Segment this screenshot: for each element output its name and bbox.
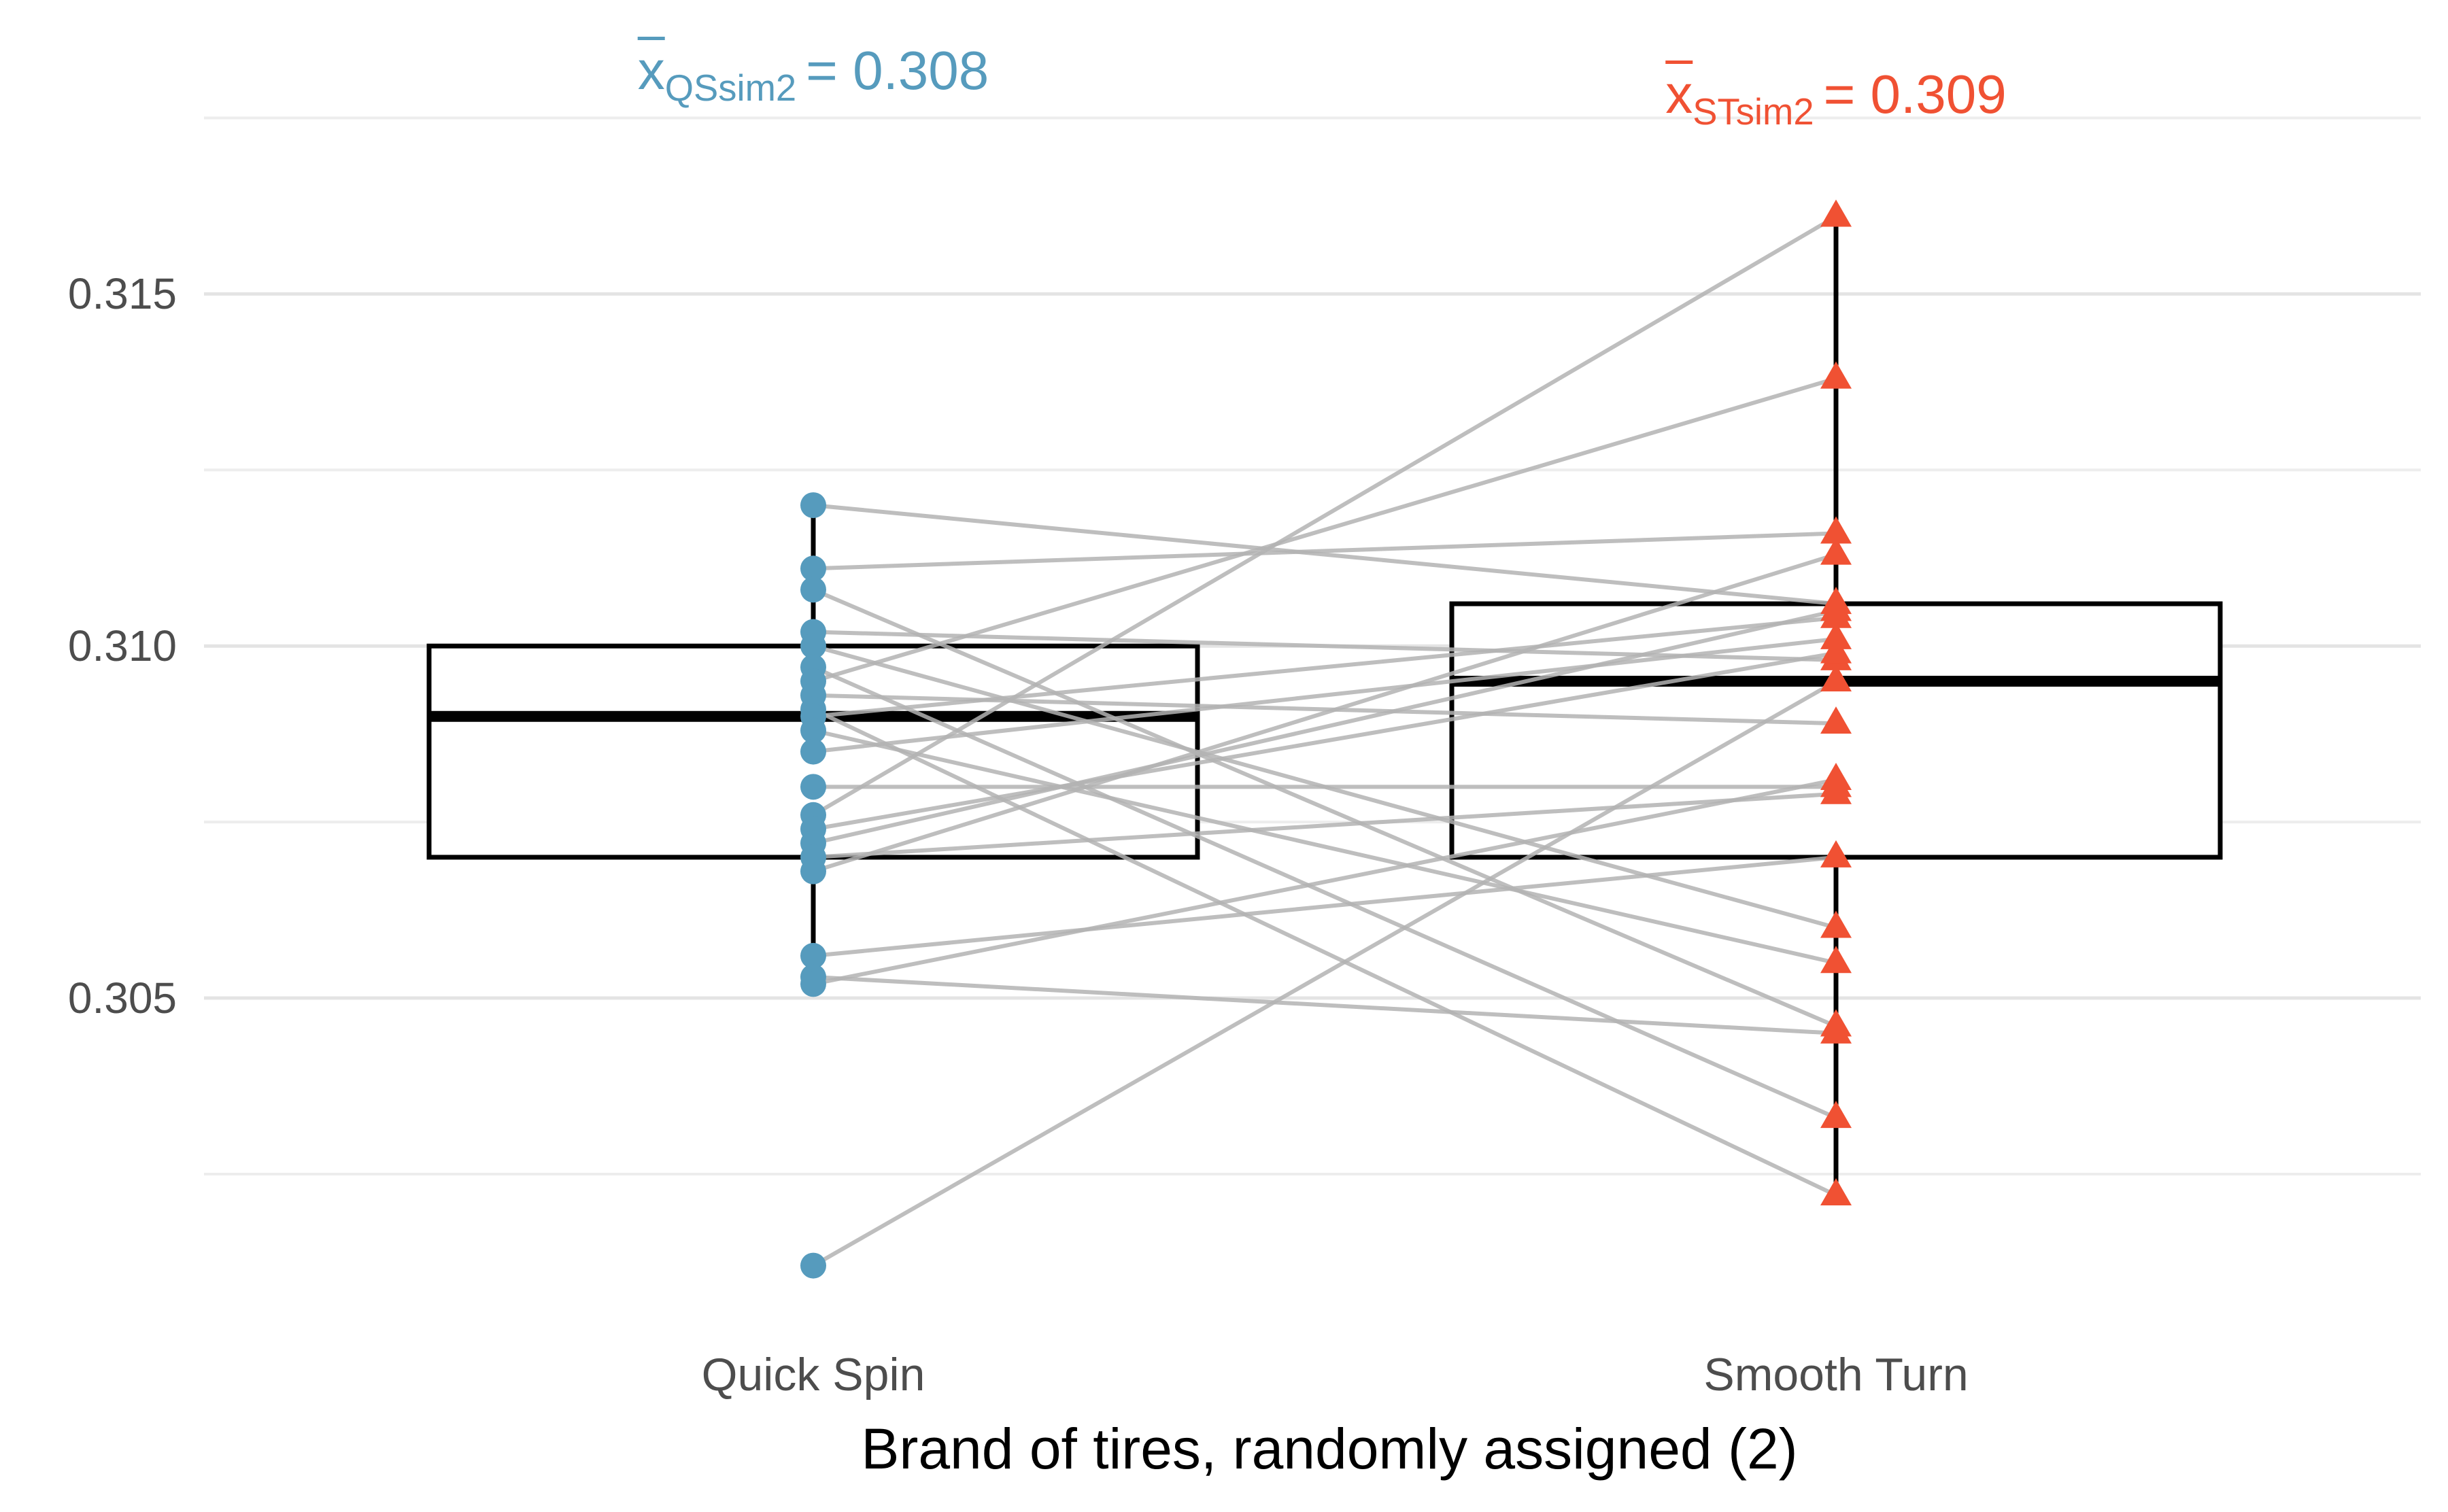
smooth-turn-point xyxy=(1820,199,1852,227)
smooth-turn-point xyxy=(1820,946,1852,974)
pair-line xyxy=(813,778,1837,986)
quick-spin-point xyxy=(800,633,826,659)
xbar-symbol: x xyxy=(1665,64,1693,124)
smooth-turn-point xyxy=(1820,762,1852,790)
smooth-turn-point xyxy=(1820,1178,1852,1206)
mean-subscript: STsim2 xyxy=(1693,91,1814,133)
smooth-turn-point xyxy=(1820,706,1852,734)
quick-spin-point xyxy=(800,942,826,969)
smooth-turn-point xyxy=(1820,636,1852,664)
smooth-turn-point xyxy=(1820,840,1852,867)
pair-line xyxy=(813,376,1837,683)
smooth-turn-point xyxy=(1820,516,1852,544)
pair-line xyxy=(813,552,1837,874)
mean-annotation-smooth-turn: xSTsim2 = 0.309 xyxy=(1462,65,2210,142)
mean-annotation-quick-spin: xQSsim2 = 0.308 xyxy=(439,41,1187,118)
x-tick-label-smooth-turn: Smooth Turn xyxy=(1703,1349,1969,1401)
quick-spin-point xyxy=(800,971,826,997)
pair-line xyxy=(813,855,1837,958)
quick-spin-point xyxy=(800,858,826,884)
x-axis-title: Brand of tires, randomly assigned (2) xyxy=(861,1417,1798,1481)
smooth-turn-point xyxy=(1820,594,1852,621)
smooth-turn-point xyxy=(1820,664,1852,692)
y-tick-label-0315: 0.315 xyxy=(67,269,177,318)
smooth-turn-point xyxy=(1820,776,1852,804)
pair-line xyxy=(812,214,1837,817)
quick-spin-point xyxy=(800,717,826,744)
pair-line xyxy=(812,707,1837,1197)
pair-line xyxy=(813,651,1837,831)
quick-spin-point xyxy=(800,555,826,582)
smooth-turn-point xyxy=(1820,537,1852,565)
pair-line xyxy=(812,587,1837,1029)
smooth-turn-point xyxy=(1820,910,1852,938)
quick-spin-point xyxy=(800,738,826,765)
mean-value: = 0.308 xyxy=(806,40,989,101)
pair-line xyxy=(812,665,1837,1120)
mean-value: = 0.309 xyxy=(1823,64,2007,124)
pair-line xyxy=(813,503,1837,606)
pair-line xyxy=(813,791,1837,859)
pair-line xyxy=(813,728,1837,965)
pair-line xyxy=(813,531,1837,571)
xbar-symbol: x xyxy=(637,40,665,101)
pair-line xyxy=(813,615,1837,719)
smooth-turn-point xyxy=(1820,361,1852,389)
quick-spin-point xyxy=(800,577,826,603)
smooth-turn-point xyxy=(1820,621,1852,649)
smooth-turn-point xyxy=(1820,1101,1852,1129)
pair-line xyxy=(812,679,1837,1268)
pair-line xyxy=(813,630,1837,662)
smooth-turn-point xyxy=(1820,1016,1852,1044)
pair-line xyxy=(813,608,1837,846)
quick-spin-point xyxy=(800,774,826,800)
mean-subscript: QSsim2 xyxy=(664,67,797,109)
quick-spin-point xyxy=(800,1252,826,1279)
pair-line xyxy=(813,974,1837,1035)
x-tick-label-quick-spin: Quick Spin xyxy=(701,1349,925,1401)
pair-line xyxy=(813,636,1837,754)
quick-spin-point xyxy=(800,492,826,519)
y-tick-label-0310: 0.310 xyxy=(67,621,177,670)
y-tick-label-0305: 0.305 xyxy=(67,974,177,1023)
